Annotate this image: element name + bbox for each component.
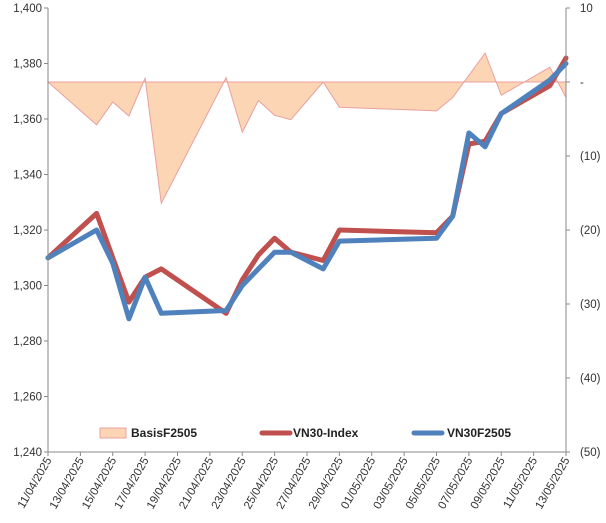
series-area-basisf2505 (46, 52, 567, 206)
left-tick-label: 1,360 (13, 114, 42, 126)
left-tick-label: 1,260 (13, 392, 42, 404)
series-line-vn30f2505 (45, 61, 569, 322)
left-tick-label: 1,400 (13, 3, 42, 15)
right-tick-label: (20) (580, 225, 601, 237)
legend-swatch-basisf2505 (99, 427, 127, 439)
legend-label-basisf2505: BasisF2505 (131, 426, 197, 440)
right-tick-label: - (580, 77, 584, 89)
right-tick-label: (30) (580, 299, 601, 311)
right-axis: 10 - (10) (20) (30) (40) (50) (565, 3, 601, 459)
legend: BasisF2505 VN30-Index VN30F2505 (99, 426, 511, 440)
left-axis: 1,240 1,260 1,280 1,300 1,320 1,340 1,360 1,380… (13, 3, 49, 459)
right-tick-label: 10 (580, 3, 593, 15)
legend-label-vn30f2505: VN30F2505 (447, 426, 511, 440)
left-tick-label: 1,240 (13, 447, 42, 459)
legend-label-vn30-index: VN30-Index (293, 426, 359, 440)
left-tick-label: 1,300 (13, 281, 42, 293)
left-tick-label: 1,340 (13, 170, 42, 182)
left-tick-label: 1,380 (13, 59, 42, 71)
x-tick-label: 13/05/2025 (533, 456, 572, 512)
right-tick-label: (50) (580, 447, 601, 459)
right-tick-label: (10) (580, 151, 601, 163)
left-tick-label: 1,320 (13, 225, 42, 237)
plot-area (45, 52, 569, 322)
x-axis: 11/04/202513/04/202515/04/202517/04/2025… (16, 451, 573, 512)
right-tick-label: (40) (580, 373, 601, 385)
left-tick-label: 1,280 (13, 336, 42, 348)
